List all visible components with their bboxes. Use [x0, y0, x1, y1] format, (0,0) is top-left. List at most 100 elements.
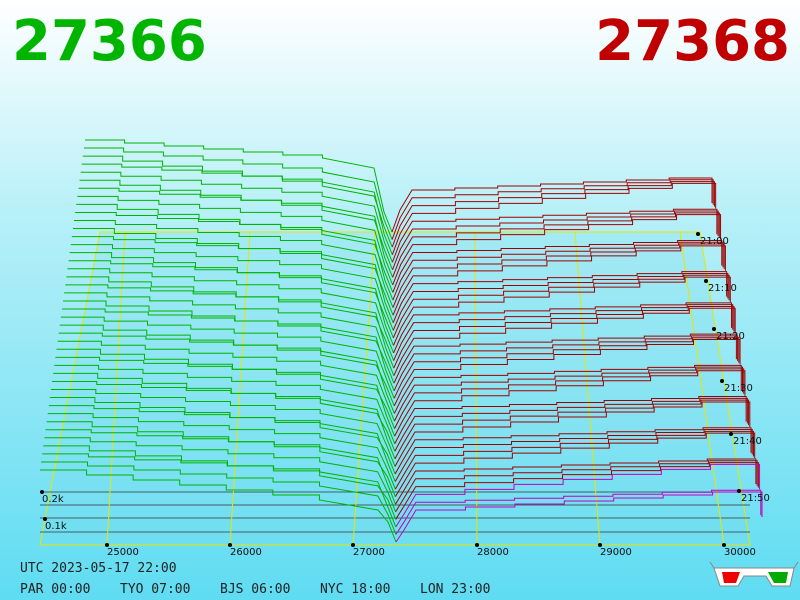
- ask-depth-line: [393, 339, 741, 407]
- clock: BJS 06:00: [220, 582, 290, 597]
- ask-depth-line: [395, 463, 761, 528]
- price-dot: [228, 543, 232, 547]
- ask-price: 27368: [595, 9, 790, 74]
- bid-depth-line: [41, 461, 397, 535]
- ask-depth-line: [393, 333, 737, 384]
- bid-depth-line: [54, 364, 396, 444]
- 3d-glasses-icon[interactable]: [709, 561, 799, 587]
- time-dot: [704, 279, 708, 283]
- red-lens: [722, 572, 740, 583]
- time-label: 21:40: [733, 436, 762, 447]
- time-label: 21:20: [716, 331, 745, 342]
- time-dot: [712, 327, 716, 331]
- ask-depth-line: [392, 210, 719, 270]
- ask-depth-line: [394, 397, 748, 452]
- depth-dot: [40, 490, 44, 494]
- bid-depth-line: [78, 187, 394, 278]
- ask-depth-line: [394, 429, 753, 482]
- bid-depth-line: [70, 244, 394, 331]
- floor-grid-line: [574, 231, 601, 546]
- ask-depth-line: [391, 179, 714, 240]
- clock: LON 23:00: [420, 582, 490, 597]
- bid-depth-line: [52, 380, 396, 460]
- price-dot: [105, 543, 109, 547]
- bid-depth-line: [42, 453, 397, 528]
- ask-depth-line: [392, 241, 724, 301]
- ask-depth-line: [394, 430, 754, 490]
- ask-depth-line: [392, 239, 723, 293]
- time-label: 21:10: [708, 283, 737, 294]
- price-label: 30000: [724, 547, 756, 558]
- bid-depth-line: [83, 147, 393, 240]
- time-label: 21:50: [741, 493, 770, 504]
- ask-depth-line: [393, 364, 742, 414]
- ask-depth-line: [392, 245, 726, 316]
- clock: NYC 18:00: [320, 582, 390, 597]
- ask-depth-line: [395, 458, 757, 505]
- time-dot: [720, 379, 724, 383]
- ask-depth-line: [394, 396, 747, 444]
- bid-depth-line: [48, 405, 396, 482]
- glasses-arms: [709, 561, 799, 569]
- bid-depth-line: [85, 139, 393, 233]
- bid-depth-line: [65, 284, 395, 369]
- ask-depth-line: [394, 399, 750, 460]
- bid-depth-line: [74, 219, 394, 308]
- bid-depth-line: [45, 429, 396, 505]
- ask-depth-line: [393, 307, 736, 376]
- price-dot: [475, 543, 479, 547]
- bid-depth-line: [44, 437, 397, 512]
- floor-grid-line: [229, 231, 251, 546]
- ask-depth-line: [391, 182, 717, 255]
- price-label: 29000: [600, 547, 632, 558]
- price-dot: [351, 543, 355, 547]
- depth-label: 0.2k: [42, 494, 64, 505]
- clocks: PAR 00:00 TYO 07:00 BJS 06:00 NYC 18:00 LON …: [20, 582, 490, 597]
- ask-depth-line: [392, 272, 729, 331]
- green-lens: [768, 572, 788, 583]
- price-dot: [598, 543, 602, 547]
- ask-depth-line: [391, 177, 713, 233]
- price-label: 28000: [477, 547, 509, 558]
- bid-depth-line: [75, 211, 394, 301]
- ask-depth-line: [394, 368, 745, 429]
- ask-depth-line: [394, 427, 752, 475]
- ask-depth-line: [395, 460, 758, 513]
- bid-depth-line: [68, 260, 394, 346]
- utc-time: UTC 2023-05-17 22:00: [20, 561, 177, 576]
- clock: PAR 00:00: [20, 582, 90, 597]
- bid-depth-line: [81, 163, 393, 255]
- ask-depth-line: [392, 243, 725, 308]
- time-dot: [729, 432, 733, 436]
- price-label: 27000: [353, 547, 385, 558]
- axis-labels: 25000 26000 27000 28000 29000 30000 21:00 21:10…: [40, 232, 770, 558]
- ask-depth-line: [394, 432, 756, 497]
- bid-price: 27366: [12, 9, 207, 74]
- bid-depth-line: [67, 268, 395, 354]
- bid-depth-line: [77, 195, 394, 286]
- bid-depth-line: [80, 171, 393, 263]
- bid-depth-line: [40, 469, 397, 543]
- ask-depth-line: [392, 274, 730, 339]
- price-label: 25000: [107, 547, 139, 558]
- price-label: 26000: [230, 547, 262, 558]
- ask-depth-line: [392, 214, 722, 286]
- price-dot: [722, 543, 726, 547]
- depth-lines: [40, 139, 763, 543]
- ask-depth-line: [395, 489, 762, 535]
- ask-depth-line: [393, 276, 731, 346]
- bid-depth-line: [55, 356, 396, 437]
- ask-depth-line: [393, 304, 734, 361]
- depth-label: 0.1k: [45, 521, 67, 532]
- ask-depth-line: [394, 401, 751, 467]
- floor-grid-line: [679, 231, 725, 546]
- depth-dot: [43, 517, 47, 521]
- ask-depth-line: [391, 208, 718, 263]
- ask-depth-line: [391, 181, 715, 248]
- bid-depth-line: [61, 308, 395, 391]
- bid-depth-line: [60, 316, 395, 399]
- bid-depth-line: [58, 332, 395, 414]
- floor-grid-line: [352, 231, 376, 546]
